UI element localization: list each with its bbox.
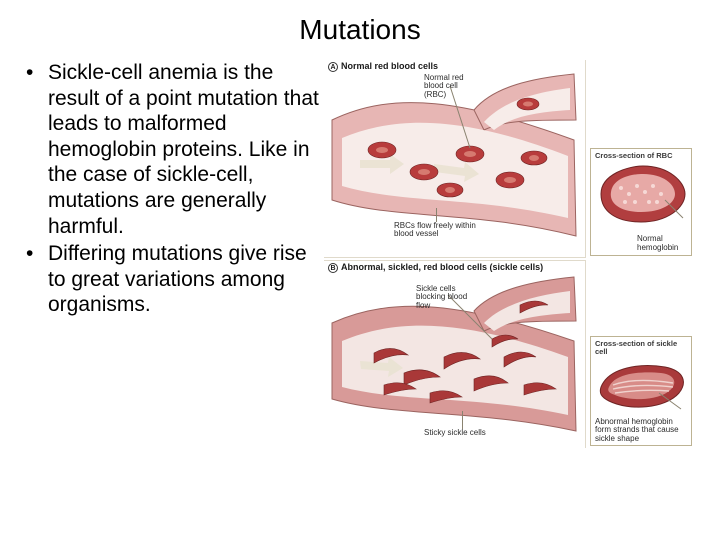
panel-normal-cells: ANormal red blood cells [324,60,586,258]
label-rbc-flow: RBCs flow freely within blood vessel [394,222,484,239]
panel-sickle-cells: BAbnormal, sickled, red blood cells (sic… [324,260,586,448]
bullet-item: Differing mutations give rise to great v… [26,241,320,318]
inset-b-illustration [595,357,689,415]
inset-rbc-cross-section: Cross-section of RBC Normal hemoglobin [590,148,692,256]
figure-column: ANormal red blood cells [324,60,696,320]
label-sickle-block: Sickle cells blocking blood flow [416,285,472,310]
bullet-item: Sickle-cell anemia is the result of a po… [26,60,320,239]
content-row: Sickle-cell anemia is the result of a po… [0,46,720,320]
inset-sickle-cross-section: Cross-section of sickle cell Abnormal he… [590,336,692,446]
label-normal-rbc: Normal red blood cell (RBC) [424,74,480,99]
text-column: Sickle-cell anemia is the result of a po… [10,60,320,320]
label-normal-hemoglobin: Normal hemoglobin [637,235,687,252]
page-title: Mutations [0,0,720,46]
inset-b-title: Cross-section of sickle cell [595,340,687,357]
inset-a-illustration [595,160,689,230]
label-sticky-cells: Sticky sickle cells [424,429,504,437]
bullet-list: Sickle-cell anemia is the result of a po… [26,60,320,318]
label-abnormal-hemoglobin: Abnormal hemoglobin form strands that ca… [595,418,689,443]
inset-a-title: Cross-section of RBC [595,152,687,160]
